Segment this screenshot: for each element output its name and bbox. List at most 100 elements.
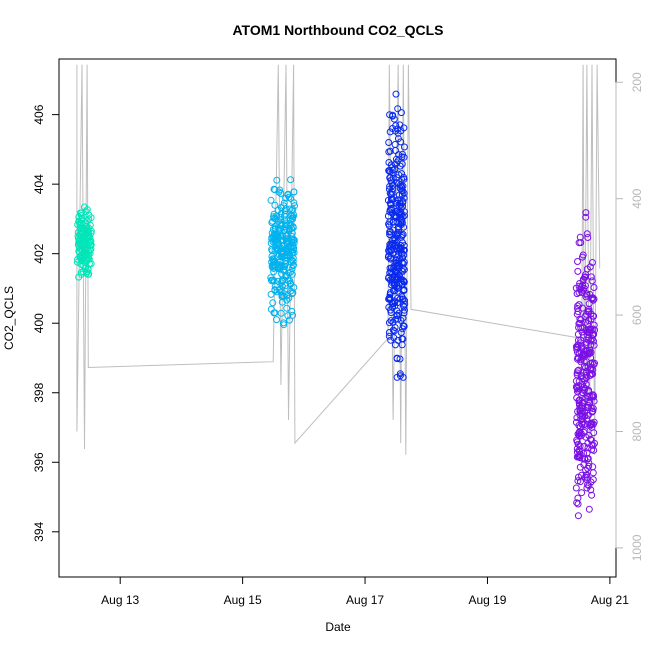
data-point — [387, 204, 395, 212]
y-tick-label: 394 — [32, 521, 46, 541]
data-point — [386, 291, 394, 299]
data-point — [271, 238, 279, 246]
data-point — [289, 311, 297, 319]
data-point — [388, 179, 396, 187]
data-point — [385, 294, 393, 302]
data-point — [281, 210, 289, 218]
data-point — [579, 304, 587, 312]
data-point — [270, 210, 278, 218]
data-point — [269, 299, 277, 307]
data-point — [574, 305, 581, 312]
data-point — [575, 432, 583, 439]
data-point — [85, 215, 93, 223]
data-point — [284, 312, 292, 320]
data-point — [587, 421, 595, 429]
y-tick-label: 404 — [32, 174, 46, 194]
y-tick-label: 400 — [32, 313, 46, 333]
data-point — [287, 176, 295, 184]
data-point — [578, 415, 586, 423]
data-point — [587, 486, 595, 494]
data-point — [385, 274, 392, 282]
data-point — [78, 214, 86, 222]
data-point — [581, 377, 589, 385]
data-point — [274, 277, 282, 285]
data-point — [397, 329, 405, 336]
data-point — [389, 125, 396, 132]
data-point — [386, 231, 394, 239]
data-point — [393, 373, 401, 381]
data-point — [572, 418, 580, 426]
data-point — [393, 311, 401, 319]
data-point — [291, 202, 298, 210]
data-point — [578, 489, 586, 497]
data-point — [387, 268, 395, 276]
data-point — [285, 316, 293, 324]
data-point — [579, 253, 586, 261]
chart-title: ATOM1 Northbound CO2_QCLS — [232, 22, 443, 38]
data-point — [277, 190, 285, 197]
data-point — [385, 303, 393, 311]
data-point — [590, 321, 598, 329]
data-point — [588, 259, 596, 266]
x-axis: Aug 13 Aug 15 Aug 17 Aug 19 Aug 21 — [101, 577, 629, 607]
data-point — [584, 411, 592, 419]
series-flight-4 — [572, 209, 599, 520]
data-point — [574, 267, 582, 275]
data-point — [587, 404, 595, 412]
y2-tick-label: 600 — [630, 305, 644, 325]
data-point — [388, 281, 396, 289]
data-point — [282, 260, 290, 268]
data-point — [399, 325, 406, 333]
data-point — [576, 423, 584, 431]
data-point — [289, 262, 297, 270]
y-tick-label: 406 — [32, 104, 46, 124]
data-point — [395, 151, 403, 159]
data-point — [580, 362, 588, 370]
data-point — [270, 214, 278, 222]
data-point — [575, 452, 583, 460]
y2-tick-label: 1000 — [630, 534, 644, 561]
data-point — [288, 307, 296, 315]
data-point — [274, 206, 282, 214]
data-point — [574, 386, 582, 394]
data-point — [397, 109, 405, 117]
data-point — [574, 330, 582, 338]
data-point — [396, 162, 404, 170]
data-point — [384, 253, 392, 261]
y2-axis: 200 400 600 800 1000 — [615, 72, 644, 561]
data-point — [583, 350, 591, 358]
data-point — [285, 225, 293, 233]
data-point — [590, 341, 598, 349]
data-point — [271, 287, 279, 294]
data-point — [574, 512, 582, 520]
data-point — [289, 206, 297, 213]
data-point — [589, 469, 597, 477]
data-point — [582, 209, 590, 217]
data-point — [389, 218, 397, 226]
data-point — [579, 286, 587, 294]
data-point — [287, 280, 294, 288]
data-point — [393, 354, 401, 362]
data-point — [393, 241, 401, 249]
data-point — [392, 90, 400, 98]
data-point — [278, 282, 286, 290]
data-point — [589, 294, 597, 302]
data-point — [399, 302, 407, 310]
data-point — [398, 160, 406, 168]
data-point — [577, 407, 584, 415]
data-point — [269, 276, 277, 284]
y-axis: 394 396 398 400 402 404 406 — [32, 104, 59, 542]
data-point — [575, 324, 583, 331]
data-point — [574, 258, 581, 265]
data-point — [397, 316, 405, 324]
x-axis-label: Date — [325, 620, 351, 634]
data-point — [85, 270, 93, 278]
data-point — [575, 320, 583, 328]
data-point — [400, 286, 408, 294]
data-point — [582, 293, 590, 301]
data-point — [289, 242, 297, 250]
data-point — [398, 183, 406, 191]
data-point — [583, 484, 591, 492]
data-point — [385, 139, 393, 146]
